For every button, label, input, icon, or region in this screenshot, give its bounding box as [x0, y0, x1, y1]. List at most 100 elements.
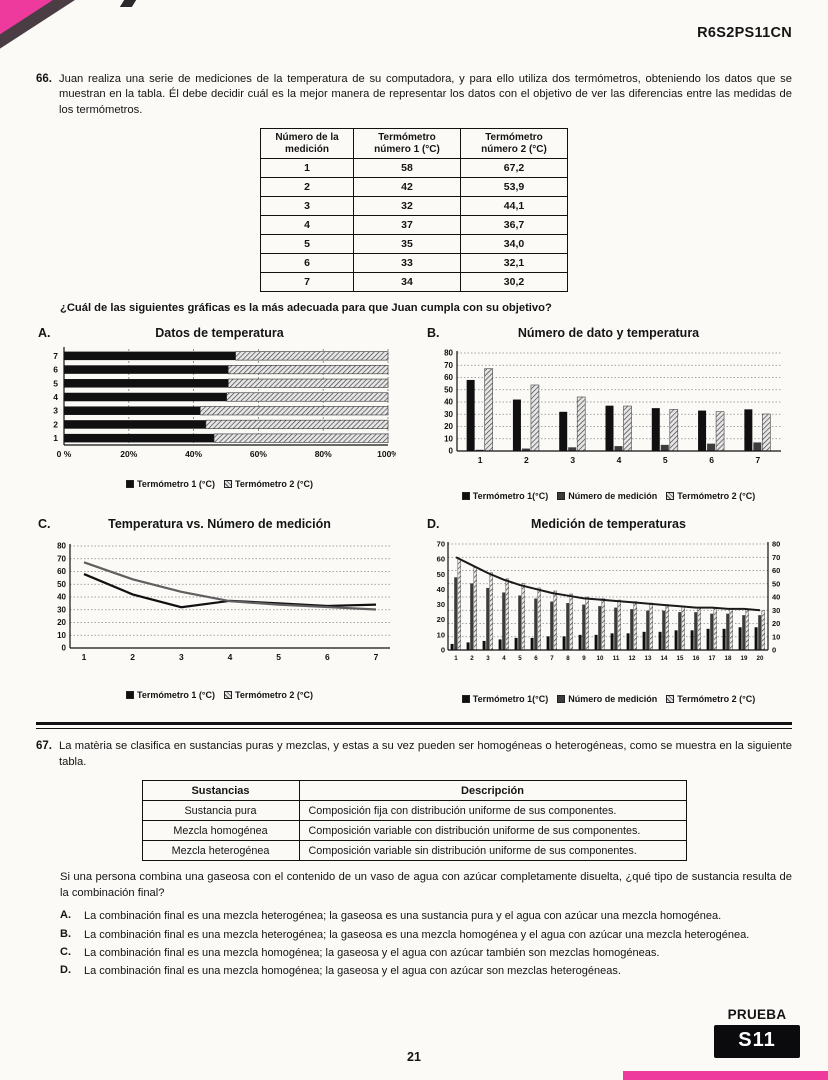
bar [562, 636, 566, 651]
page-header: R6S2PS11CN [36, 24, 792, 42]
legend-label: Termómetro 2 (°C) [677, 491, 756, 502]
section-divider [36, 722, 792, 730]
bar [482, 641, 486, 651]
bar [546, 636, 550, 651]
bar [697, 410, 706, 452]
bar [521, 583, 525, 651]
svg-text:2: 2 [524, 455, 529, 465]
prueba-label: PRUEBA [727, 1007, 787, 1022]
table-row: 1 58 67,2 [260, 158, 568, 179]
option-b[interactable]: B. La combinación final es una mezcla he… [60, 928, 792, 943]
svg-text:30: 30 [772, 606, 780, 615]
chart-a-title: Datos de temperatura [155, 326, 284, 341]
prueba-block: PRUEBA S11 [714, 1007, 800, 1058]
chart-option-a[interactable]: A. Datos de temperatura 0 % 20% 40% 60% 80% 1… [36, 326, 403, 501]
chart-option-c[interactable]: C. Temperatura vs. Número de medición 0 1… [36, 517, 403, 704]
bar [578, 635, 582, 651]
bar [585, 597, 589, 651]
option-a[interactable]: A. La combinación final es una mezcla he… [60, 909, 792, 924]
svg-text:0: 0 [440, 646, 444, 655]
question-67-text: La matèria se clasifica en sustancias pu… [59, 740, 792, 768]
table-cell: 32 [353, 196, 461, 217]
bar [754, 627, 758, 651]
chart-a-canvas: 0 % 20% 40% 60% 80% 100% 7 6 5 4 3 2 1 Termómetro 1 (… [36, 345, 403, 489]
svg-text:40: 40 [57, 593, 66, 602]
bar-termometro-1 [63, 379, 228, 388]
table-cell: 32,1 [460, 253, 568, 274]
table-cell: 53,9 [460, 177, 568, 198]
bar [661, 610, 665, 651]
svg-text:3: 3 [486, 655, 490, 662]
dark-swatch-icon [557, 695, 566, 704]
chart-option-b[interactable]: B. Número de dato y temperatura 0 10 20 30 4… [425, 326, 792, 501]
table-header: Termómetro número 1 (°C) [353, 128, 461, 160]
bar [594, 635, 598, 651]
svg-text:40%: 40% [185, 449, 202, 459]
bar [681, 606, 685, 651]
svg-text:0 %: 0 % [56, 449, 71, 459]
svg-text:6: 6 [53, 365, 58, 375]
legend-item: Termómetro 1(°C) [461, 694, 548, 704]
svg-text:3: 3 [53, 406, 58, 416]
substances-table: Sustancias Descripción Sustancia pura Compo… [141, 780, 687, 862]
question-66-prompt: ¿Cuál de las siguientes gráficas es la m… [60, 302, 552, 315]
bar [567, 447, 576, 452]
chart-d-head: D. Medición de temperaturas [425, 517, 792, 534]
svg-text:60: 60 [444, 373, 453, 382]
bar [530, 385, 539, 452]
bar [489, 572, 493, 651]
svg-text:3: 3 [178, 652, 183, 662]
table-cell: 58 [353, 158, 461, 179]
svg-text:16: 16 [692, 655, 699, 662]
svg-text:10: 10 [596, 655, 603, 662]
svg-text:70: 70 [444, 361, 453, 370]
chart-option-d[interactable]: D. Medición de temperaturas 0 10 20 30 40 50 6… [425, 517, 792, 704]
svg-text:1: 1 [81, 652, 86, 662]
table-cell: 3 [260, 196, 354, 217]
bar [649, 603, 653, 651]
option-c-text: La combinación final es una mezcla homog… [84, 946, 660, 959]
bar [706, 629, 710, 651]
question-67-statement: 67. La matèria se clasifica en sustancia… [36, 739, 792, 770]
svg-text:4: 4 [53, 392, 58, 402]
legend-item: Termómetro 1 (°C) [126, 690, 215, 700]
table-cell: 36,7 [460, 215, 568, 236]
bar [498, 639, 502, 651]
answer-charts-grid: A. Datos de temperatura 0 % 20% 40% 60% 80% 1… [36, 326, 792, 704]
bar [665, 604, 669, 651]
svg-text:17: 17 [708, 655, 715, 662]
option-d[interactable]: D. La combinación final es una mezcla ho… [60, 964, 792, 979]
option-c-label: C. [60, 945, 71, 958]
svg-text:60%: 60% [249, 449, 266, 459]
legend-label: Termómetro 1(°C) [472, 491, 549, 502]
bar [466, 642, 470, 651]
table-cell: 1 [260, 158, 354, 179]
svg-text:5: 5 [53, 379, 58, 389]
bar-termometro-1 [63, 351, 236, 361]
chart-c-svg: 0 10 20 30 40 50 60 70 80 1 2 3 4 5 6 7 [57, 542, 390, 662]
chart-b-canvas: 0 10 20 30 40 50 60 70 80 1 2 3 4 5 6 7 Termómetro 1(°C)… [425, 345, 792, 501]
legend-label: Termómetro 1 (°C) [137, 690, 215, 701]
table-cell: 44,1 [460, 196, 568, 217]
svg-text:20: 20 [57, 618, 66, 627]
legend-label: Termómetro 2 (°C) [677, 694, 756, 705]
bar [605, 406, 613, 452]
table-row: 7 34 30,2 [260, 272, 568, 293]
svg-text:10: 10 [772, 633, 780, 642]
option-c[interactable]: C. La combinación final es una mezcla ho… [60, 946, 792, 961]
svg-text:70: 70 [772, 553, 780, 562]
option-d-text: La combinación final es una mezcla homog… [84, 965, 621, 978]
svg-text:100%: 100% [377, 449, 396, 459]
table-cell: 34,0 [460, 234, 568, 255]
table-cell: Composición variable sin distribución un… [298, 840, 687, 862]
table-cell: 37 [353, 215, 461, 236]
bar [453, 577, 457, 651]
bar [553, 591, 557, 651]
bar [569, 594, 573, 651]
answer-options: A. La combinación final es una mezcla he… [60, 909, 792, 979]
svg-text:2: 2 [470, 655, 474, 662]
bar [633, 601, 637, 651]
bar [505, 578, 509, 651]
chart-b-svg: 0 10 20 30 40 50 60 70 80 1 2 3 4 5 6 7 [444, 349, 781, 465]
bar [674, 630, 678, 651]
